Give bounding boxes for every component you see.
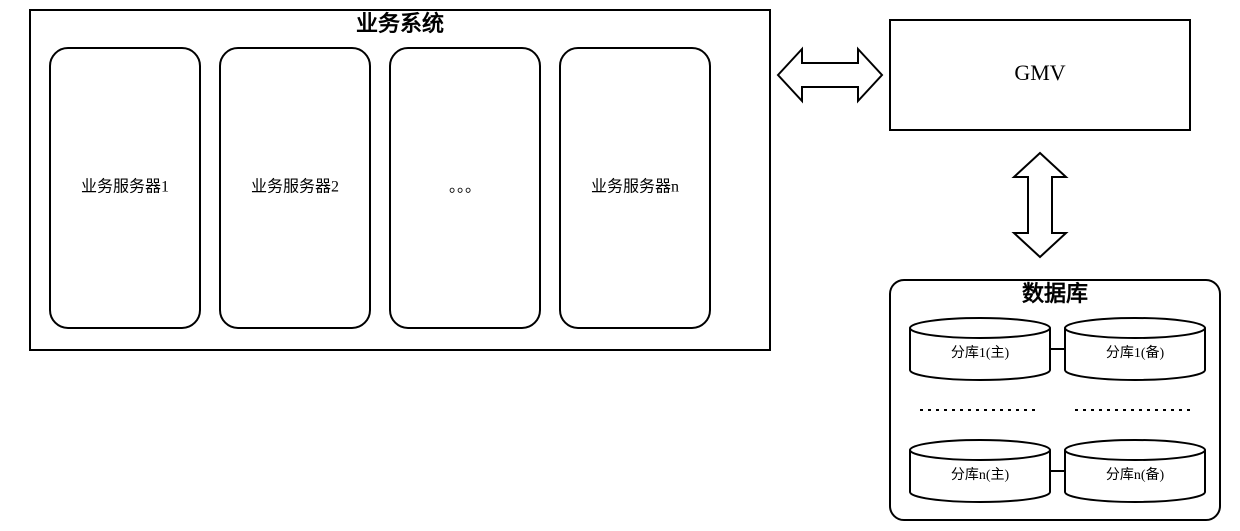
db-cylinder-top [1065,318,1205,338]
business-system-title: 业务系统 [356,11,444,36]
db-cylinder-label: 分库n(主) [951,467,1010,483]
server-label: 。。。 [449,179,481,196]
db-cylinder-top [910,440,1050,460]
double-arrow-vertical-icon [1014,153,1066,257]
db-cylinder-label: 分库1(备) [1106,344,1165,361]
double-arrow-horizontal-icon [778,49,882,101]
db-cylinder-top [1065,440,1205,460]
server-label: 业务服务器2 [251,178,339,196]
database-title: 数据库 [1022,281,1088,306]
gmv-label: GMV [1014,60,1065,85]
server-label: 业务服务器1 [81,178,169,196]
server-label: 业务服务器n [591,178,679,196]
db-cylinder-label: 分库n(备) [1106,466,1165,483]
db-cylinder-label: 分库1(主) [951,345,1010,361]
db-cylinder-top [910,318,1050,338]
